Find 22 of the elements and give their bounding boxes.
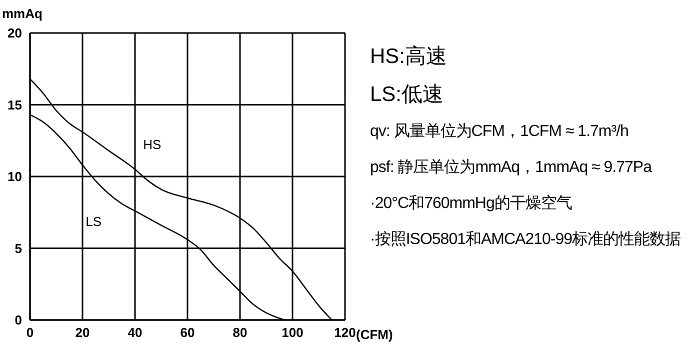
y-tick-label: 20	[8, 26, 22, 41]
y-tick-label: 5	[14, 240, 22, 256]
text: LS:低速	[370, 82, 445, 108]
x-axis-title: (CFM)	[356, 327, 393, 342]
y-tick-label: 10	[8, 169, 22, 184]
series-label: LS	[86, 214, 102, 229]
x-tick-label: 60	[180, 325, 195, 340]
x-tick-label: 40	[128, 325, 142, 340]
text: qv: 风量单位为CFM，1CFM ≈ 1.7m³/h	[370, 122, 630, 142]
y-tick-label: 0	[14, 312, 22, 328]
text: ·按照ISO5801和AMCA210-99标准的性能数据	[370, 230, 682, 250]
x-tick-label: 0	[26, 325, 34, 340]
x-tick-label: 120	[334, 325, 356, 340]
x-tick-label: 80	[232, 325, 248, 340]
series-label: HS	[143, 136, 162, 152]
x-tick-label: 100	[282, 325, 304, 340]
text: HS:高速	[370, 44, 448, 70]
x-tick-label: 20	[75, 325, 90, 340]
text: psf: 静压单位为mmAq，1mmAq ≈ 9.77Pa	[370, 158, 653, 178]
text: ·20°C和760mmHg的干燥空气	[370, 194, 573, 214]
y-tick-label: 15	[8, 97, 22, 112]
y-axis-title: mmAq	[2, 6, 42, 21]
